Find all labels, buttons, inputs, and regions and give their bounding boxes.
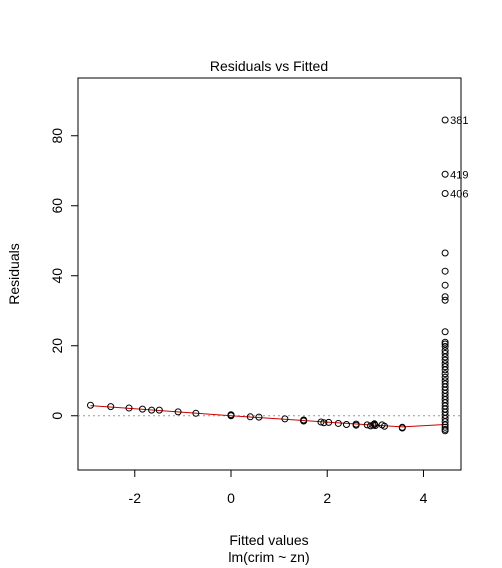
data-point bbox=[441, 342, 449, 350]
smooth-line bbox=[90, 405, 446, 428]
data-point bbox=[441, 366, 449, 374]
data-point bbox=[281, 415, 289, 423]
data-point bbox=[441, 373, 449, 381]
point-label: 381 bbox=[450, 115, 468, 127]
data-point bbox=[441, 296, 449, 304]
data-point bbox=[87, 401, 95, 409]
x-axis: -2 0 2 4 bbox=[129, 469, 428, 506]
data-point bbox=[138, 405, 146, 413]
data-point bbox=[342, 421, 350, 428]
smooth-path bbox=[90, 405, 446, 428]
data-point bbox=[246, 413, 254, 421]
x-axis-label: Fitted values bbox=[229, 532, 308, 548]
data-point bbox=[192, 409, 200, 417]
y-tick-label: 80 bbox=[49, 128, 65, 144]
data-point bbox=[320, 419, 328, 427]
data-point bbox=[441, 190, 449, 197]
data-point bbox=[441, 370, 449, 378]
data-point bbox=[107, 403, 115, 411]
data-point bbox=[441, 427, 449, 435]
y-axis-label: Residuals bbox=[6, 243, 22, 304]
x-tick-label: 2 bbox=[323, 490, 331, 506]
data-point bbox=[441, 353, 449, 361]
data-point bbox=[441, 423, 449, 431]
data-point bbox=[317, 418, 325, 426]
y-tick-label: 0 bbox=[49, 412, 65, 420]
data-point bbox=[441, 340, 449, 348]
chart-title: Residuals vs Fitted bbox=[210, 58, 328, 74]
data-point bbox=[441, 293, 449, 301]
chart-subtitle: lm(crim ~ zn) bbox=[228, 549, 309, 565]
data-point bbox=[155, 406, 163, 414]
data-point bbox=[441, 349, 449, 357]
data-point bbox=[398, 424, 406, 432]
point-labels: 381 419 406 bbox=[450, 115, 468, 201]
data-point bbox=[441, 363, 449, 371]
y-tick-label: 20 bbox=[49, 338, 65, 354]
data-point bbox=[441, 170, 449, 178]
data-point bbox=[441, 281, 449, 289]
y-axis: 0 20 40 60 80 bbox=[49, 128, 79, 420]
data-point bbox=[371, 422, 379, 430]
data-point bbox=[441, 356, 449, 364]
data-point bbox=[125, 404, 133, 412]
data-point bbox=[441, 116, 449, 124]
x-tick-label: -2 bbox=[129, 490, 142, 506]
scatter-points bbox=[87, 116, 449, 435]
data-point bbox=[227, 411, 235, 419]
data-point bbox=[325, 418, 333, 426]
data-point bbox=[255, 413, 263, 421]
data-point bbox=[441, 328, 449, 336]
x-tick-label: 4 bbox=[420, 490, 428, 506]
y-tick-label: 40 bbox=[49, 268, 65, 284]
plot-area-frame bbox=[77, 77, 462, 471]
y-tick-label: 60 bbox=[49, 198, 65, 214]
point-label: 419 bbox=[450, 169, 468, 181]
data-point bbox=[441, 267, 449, 275]
data-point bbox=[334, 419, 342, 427]
data-point bbox=[148, 406, 156, 414]
data-point bbox=[174, 408, 182, 416]
data-point bbox=[441, 249, 449, 257]
data-point bbox=[380, 422, 388, 430]
data-point bbox=[352, 421, 360, 429]
data-point bbox=[300, 417, 308, 425]
x-tick-label: 0 bbox=[227, 490, 235, 506]
point-label: 406 bbox=[450, 189, 468, 201]
